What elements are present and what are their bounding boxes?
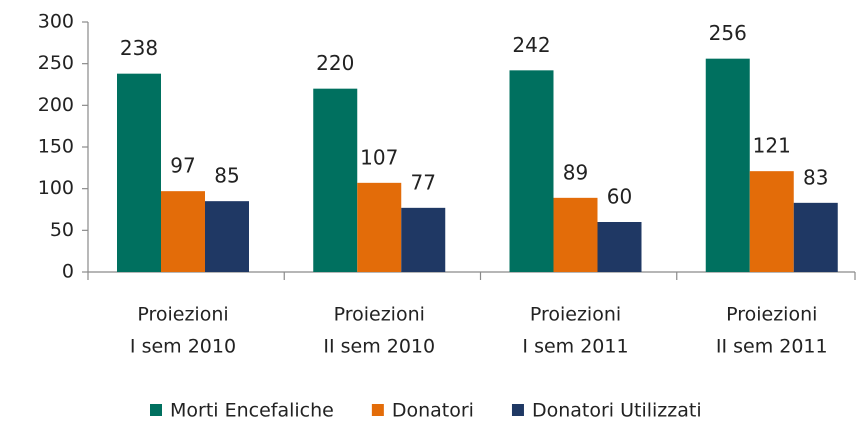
bar	[509, 70, 554, 272]
legend-label: Donatori	[392, 400, 474, 422]
value-label: 238	[120, 36, 158, 60]
x-tick-label: Proiezioni	[137, 304, 228, 326]
value-label: 242	[512, 33, 550, 57]
x-tick-label: Proiezioni	[530, 304, 621, 326]
y-tick-label: 0	[62, 261, 74, 283]
y-tick-label: 50	[50, 219, 74, 241]
value-label: 256	[709, 21, 747, 45]
x-tick-label: II sem 2011	[716, 336, 828, 358]
legend-label: Morti Encefaliche	[170, 400, 334, 422]
bar	[357, 182, 402, 272]
bar	[313, 88, 358, 273]
value-label: 60	[607, 185, 632, 209]
value-label: 89	[563, 160, 588, 184]
y-tick-label: 250	[38, 52, 74, 74]
legend-swatch	[150, 404, 162, 416]
value-label: 77	[411, 170, 436, 194]
bar	[161, 191, 205, 272]
legend-swatch	[511, 404, 524, 416]
y-tick-label: 100	[38, 177, 74, 199]
value-label: 121	[753, 134, 791, 158]
bar	[749, 171, 794, 272]
bar	[705, 58, 750, 272]
y-tick-label: 150	[38, 136, 74, 158]
value-label: 85	[214, 164, 239, 188]
bar	[117, 73, 161, 273]
value-label: 97	[170, 154, 195, 178]
x-tick-label: I sem 2011	[522, 336, 628, 358]
bar	[401, 207, 446, 272]
value-label: 83	[803, 165, 828, 189]
bar	[597, 222, 642, 272]
bar	[205, 201, 249, 272]
value-label: 107	[360, 145, 398, 169]
x-tick-label: I sem 2010	[130, 336, 236, 358]
legend-label: Donatori Utilizzati	[532, 400, 702, 422]
bar	[553, 197, 598, 272]
y-tick-label: 300	[38, 11, 74, 33]
x-tick-label: Proiezioni	[334, 304, 425, 326]
value-label: 220	[316, 51, 354, 75]
x-tick-label: II sem 2010	[323, 336, 435, 358]
y-tick-label: 200	[38, 94, 74, 116]
legend-swatch	[371, 404, 384, 416]
x-tick-label: Proiezioni	[726, 304, 817, 326]
bar	[793, 202, 838, 272]
